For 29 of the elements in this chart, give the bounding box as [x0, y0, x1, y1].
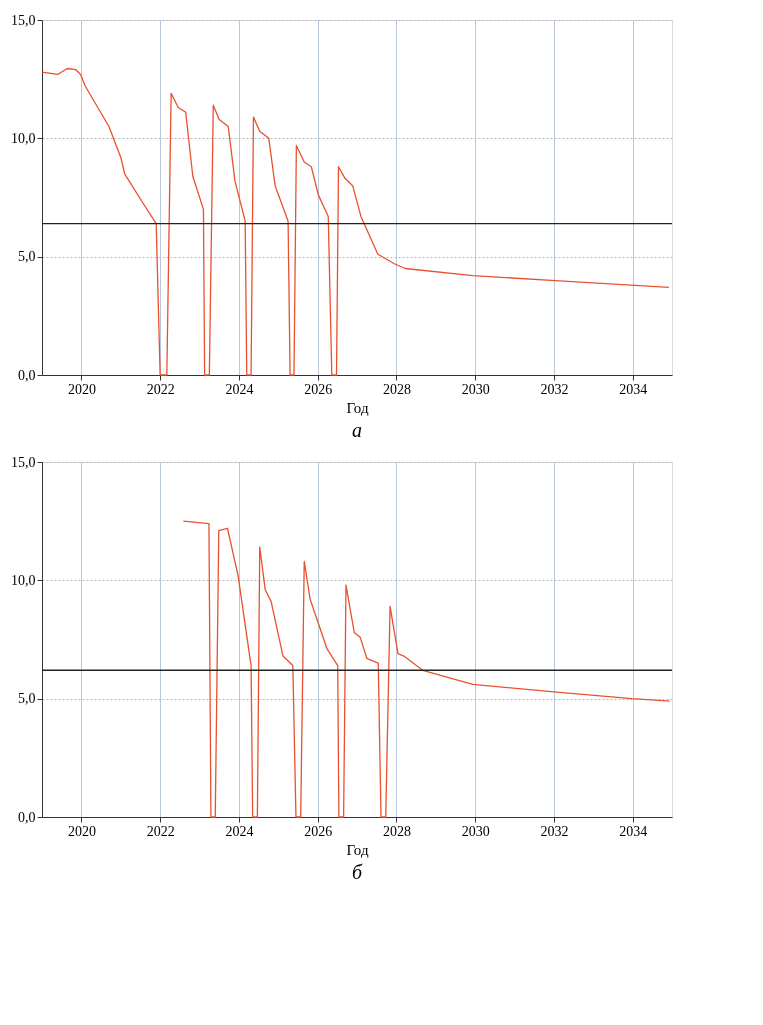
x-tick-label: 2032	[540, 381, 569, 397]
x-axis-title: Год	[346, 841, 369, 858]
x-tick-label: 2022	[146, 823, 175, 839]
x-tick-label: 2030	[461, 823, 490, 839]
x-tick-label: 2020	[67, 381, 96, 397]
x-tick-label: 2022	[146, 381, 175, 397]
y-tick-label: 5,0	[18, 249, 36, 265]
x-tick-label: 2034	[619, 381, 648, 397]
y-tick-label: 10,0	[11, 572, 36, 588]
x-tick-label: 2024	[225, 381, 254, 397]
text: а	[352, 419, 362, 441]
x-tick-label: 2026	[304, 381, 333, 397]
x-tick-label: 2020	[67, 823, 96, 839]
x-tick-label: 2028	[382, 381, 411, 397]
x-tick-label: 2030	[461, 381, 490, 397]
y-tick-label: 5,0	[18, 691, 36, 707]
y-tick-label: 0,0	[18, 367, 36, 383]
x-tick-label: 2026	[304, 823, 333, 839]
y-tick-label: 0,0	[18, 809, 36, 825]
x-tick-label: 2032	[540, 823, 569, 839]
x-tick-label: 2024	[225, 823, 254, 839]
y-tick-label: 10,0	[11, 130, 36, 146]
x-axis-title: Год	[346, 399, 369, 416]
x-tick-label: 2028	[382, 823, 411, 839]
x-tick-label: 2034	[619, 823, 648, 839]
line-series	[182, 520, 671, 818]
text: б	[351, 861, 363, 883]
y-tick-label: 15,0	[11, 12, 36, 28]
y-tick-label: 15,0	[11, 454, 36, 470]
